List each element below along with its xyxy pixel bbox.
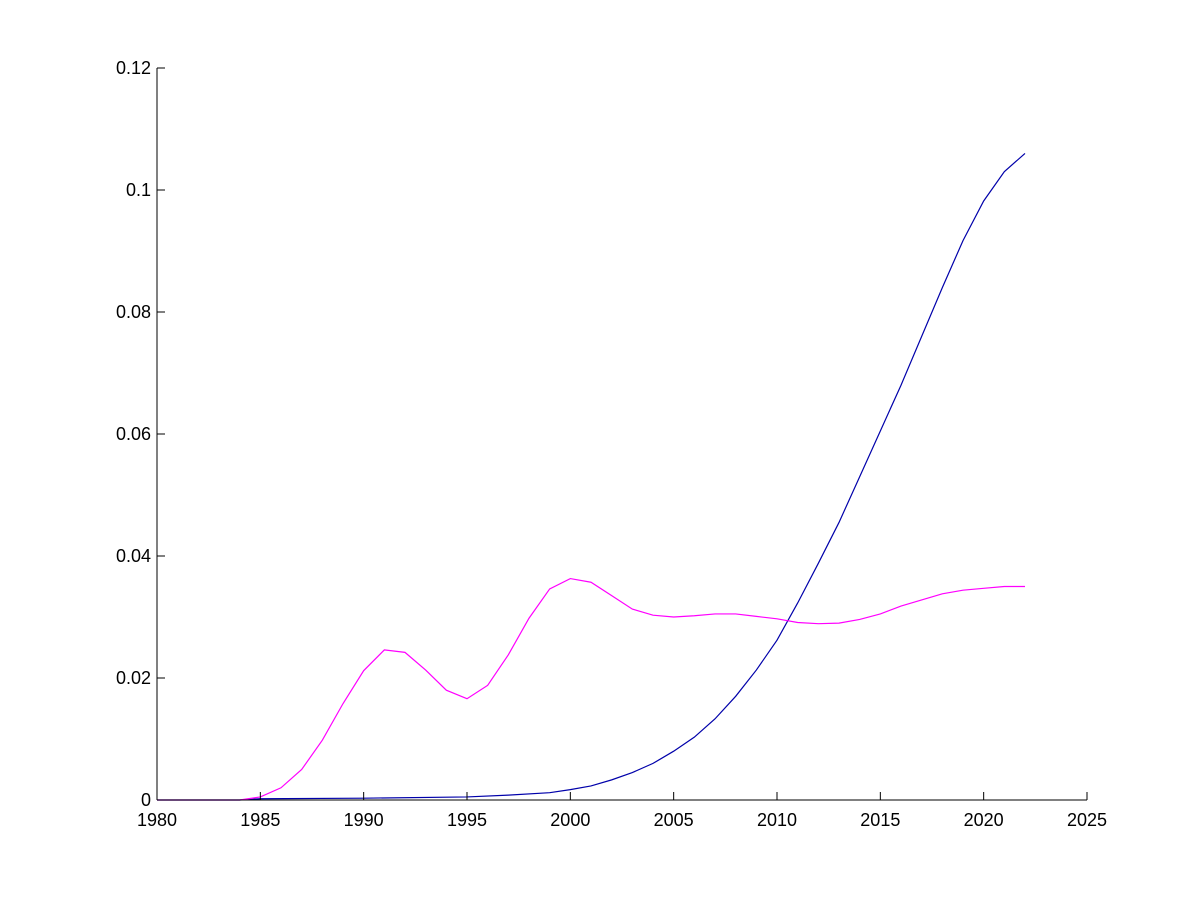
x-tick-label: 1980 xyxy=(137,810,177,830)
series-layer xyxy=(157,152,1026,801)
x-tick-label: 2020 xyxy=(964,810,1004,830)
y-tick-label: 0.02 xyxy=(116,668,151,688)
y-tick-label: 0.06 xyxy=(116,424,151,444)
x-tick-label: 2000 xyxy=(550,810,590,830)
x-tick-label: 2025 xyxy=(1067,810,1107,830)
series-line-1 xyxy=(157,152,1026,801)
x-tick-label: 2005 xyxy=(654,810,694,830)
y-tick-label: 0.08 xyxy=(116,302,151,322)
y-tick-label: 0.12 xyxy=(116,58,151,78)
x-tick-label: 2010 xyxy=(757,810,797,830)
x-tick-label: 1995 xyxy=(447,810,487,830)
y-tick-label: 0 xyxy=(141,790,151,810)
series-line-2 xyxy=(157,577,1025,801)
x-tick-label: 1985 xyxy=(240,810,280,830)
axes-layer: 1980 1985 1990 1995 2000 2005 2010 2015 2020 2025… xyxy=(116,58,1107,830)
y-tick-label: 0.04 xyxy=(116,546,151,566)
x-tick-label: 2015 xyxy=(860,810,900,830)
x-tick-label: 1990 xyxy=(344,810,384,830)
y-tick-label: 0.1 xyxy=(126,180,151,200)
